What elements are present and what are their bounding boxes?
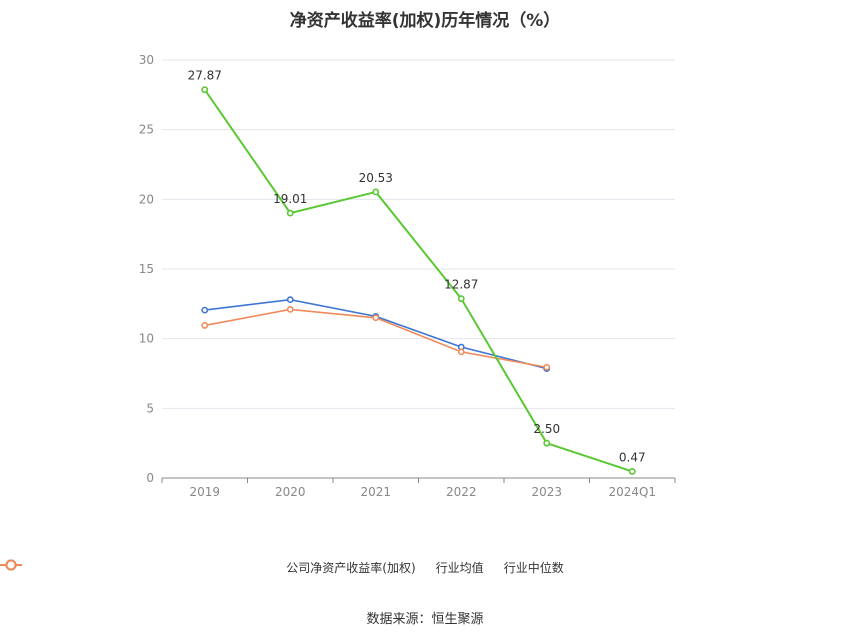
legend-swatch [0, 559, 22, 571]
y-tick-label: 0 [146, 471, 154, 485]
x-tick-label: 2022 [446, 485, 477, 499]
data-point [372, 314, 380, 322]
data-label: 2.50 [533, 422, 560, 436]
y-tick-label: 15 [139, 262, 154, 276]
data-label: 19.01 [273, 192, 307, 206]
chart-title: 净资产收益率(加权)历年情况（%） [289, 11, 561, 31]
y-tick-label: 20 [139, 192, 154, 206]
legend: 公司净资产收益率(加权) 行业均值 行业中位数 [0, 559, 850, 576]
data-point [201, 306, 209, 314]
y-tick-label: 10 [139, 332, 154, 346]
y-tick-label: 25 [139, 123, 154, 137]
data-point [201, 86, 209, 94]
x-tick-label: 2019 [189, 485, 220, 499]
x-tick-label: 2024Q1 [608, 485, 656, 499]
x-tick-label: 2020 [275, 485, 306, 499]
data-source: 数据来源：恒生聚源 [366, 612, 484, 627]
legend-label: 行业中位数 [503, 561, 564, 575]
data-point [628, 468, 636, 475]
data-point [201, 322, 209, 329]
x-tick-label: 2021 [360, 485, 391, 499]
data-label: 20.53 [359, 171, 393, 185]
legend-label: 行业均值 [435, 561, 484, 575]
data-point [286, 306, 294, 313]
data-point [457, 295, 465, 303]
data-point [286, 209, 294, 217]
y-tick-label: 5 [146, 401, 154, 415]
data-point [543, 439, 551, 447]
legend-item[interactable]: 行业中位数 [0, 559, 564, 576]
data-label: 12.87 [444, 278, 478, 292]
data-point [286, 296, 294, 304]
data-label: 0.47 [619, 450, 646, 464]
x-tick-label: 2023 [531, 485, 562, 499]
series-line [203, 89, 633, 473]
legend-label: 公司净资产收益率(加权) [286, 561, 416, 575]
data-point [457, 348, 465, 356]
data-point [372, 188, 380, 196]
legend-item[interactable]: 公司净资产收益率(加权) [0, 559, 416, 576]
data-point [543, 363, 551, 371]
y-tick-label: 30 [139, 53, 154, 67]
legend-item[interactable]: 行业均值 [0, 559, 484, 576]
data-label: 27.87 [188, 69, 222, 83]
